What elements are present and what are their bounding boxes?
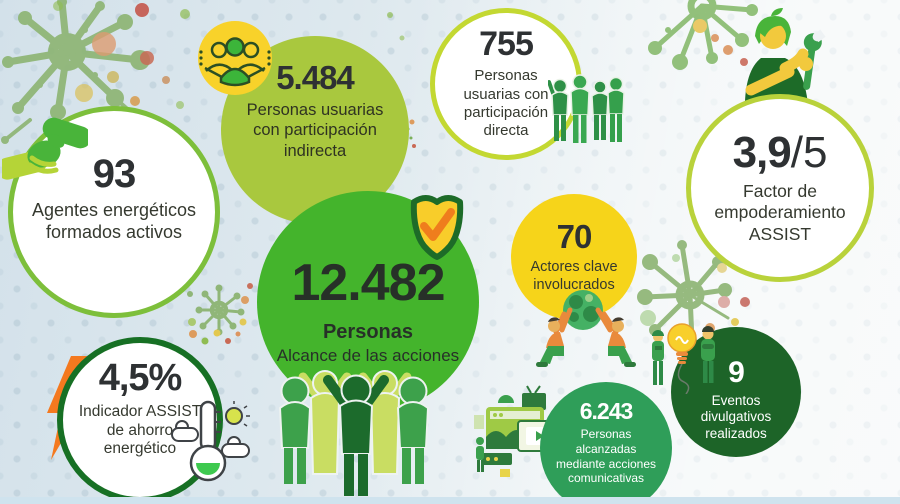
stat-label: Personas alcanzadas mediante acciones co… bbox=[555, 427, 657, 486]
stat-bubble-empoderamiento: 3,9/5 Factor de empoderamiento ASSIST bbox=[686, 94, 874, 282]
stat-label: Alcance de las acciones bbox=[276, 346, 460, 366]
stat-value: 12.482 bbox=[291, 254, 445, 313]
stat-bubble-ahorro: 4,5% Indicador ASSIST de ahorro energéti… bbox=[57, 337, 223, 503]
stat-value: 70 bbox=[556, 217, 593, 255]
people-group-icon bbox=[548, 74, 625, 143]
stat-value-suffix: /5 bbox=[790, 127, 828, 177]
network-burst-top-right bbox=[648, 0, 759, 75]
lightbulb-people-icon bbox=[652, 323, 715, 394]
stat-label: Eventos divulgativos realizados bbox=[700, 392, 772, 441]
stat-label: Actores clave involucrados bbox=[530, 258, 618, 293]
stat-unit: Personas bbox=[322, 321, 414, 344]
stat-value: 93 bbox=[92, 152, 136, 197]
network-burst-small-left bbox=[187, 283, 253, 336]
stat-label: Agentes energéticos formados activos bbox=[31, 200, 197, 242]
stat-label: Indicador ASSIST de ahorro energético bbox=[78, 402, 202, 458]
stat-bubble-comunicativas: 6.243 Personas alcanzadas mediante accio… bbox=[540, 382, 672, 504]
user-group-badge-icon bbox=[198, 21, 272, 95]
stat-value: 9 bbox=[728, 355, 745, 389]
stat-label: Personas usuarias con participación dire… bbox=[463, 67, 549, 140]
bottom-edge-strip bbox=[0, 497, 900, 504]
stat-value: 5.484 bbox=[276, 59, 355, 97]
stat-value: 3,9/5 bbox=[732, 127, 828, 177]
handshake-icon bbox=[2, 117, 88, 180]
stat-label: Factor de empoderamiento ASSIST bbox=[714, 180, 846, 244]
stat-bubble-eventos: 9 Eventos divulgativos realizados bbox=[671, 327, 801, 457]
stat-label: Personas usuarias con participación indi… bbox=[246, 101, 384, 160]
thermometer-icon bbox=[171, 400, 250, 482]
stat-value-number: 3,9 bbox=[732, 127, 792, 177]
stat-value: 4,5% bbox=[98, 356, 183, 399]
crowd-raised-arms-icon bbox=[278, 370, 430, 496]
shield-check-icon bbox=[410, 195, 464, 260]
scatter-dots-top-left bbox=[53, 1, 405, 109]
scatter-dots-row-left bbox=[189, 329, 241, 345]
stat-value: 755 bbox=[479, 25, 534, 64]
stat-value: 6.243 bbox=[579, 398, 634, 425]
globe-holders-icon bbox=[536, 290, 636, 367]
